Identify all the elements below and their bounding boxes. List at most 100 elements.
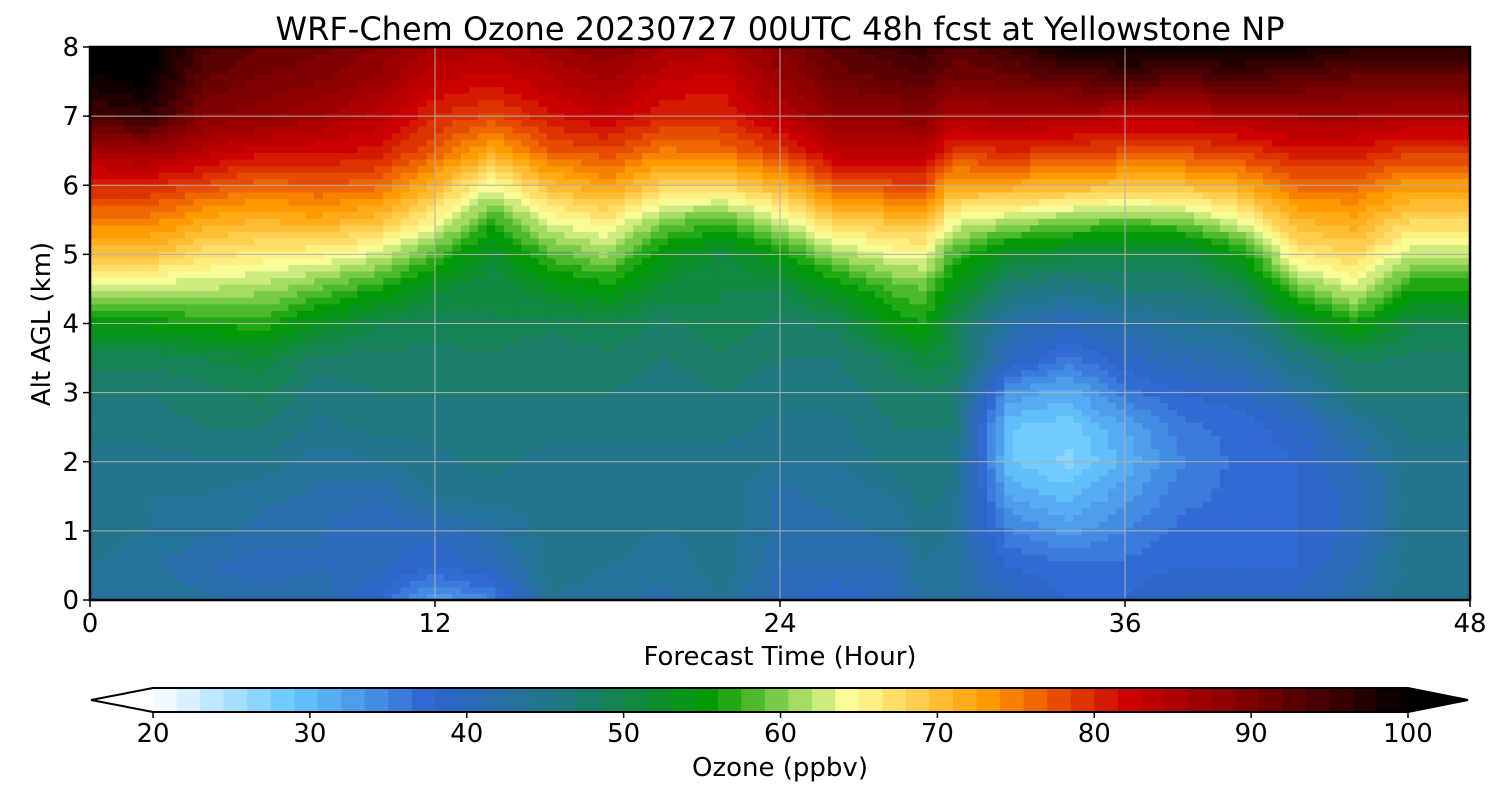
heat-cell xyxy=(443,422,453,430)
heat-cell xyxy=(176,47,186,55)
heat-cell xyxy=(409,501,419,509)
heat-cell xyxy=(159,580,169,588)
heat-cell xyxy=(391,363,402,371)
heat-cell xyxy=(383,501,393,509)
heat-cell xyxy=(115,139,126,147)
heat-cell xyxy=(107,178,117,186)
heat-cell xyxy=(150,178,160,186)
heat-cell xyxy=(348,534,358,542)
heat-cell xyxy=(219,468,229,476)
heat-cell xyxy=(409,66,419,74)
heat-cell xyxy=(228,593,238,600)
heat-cell xyxy=(564,66,574,74)
heat-cell xyxy=(391,540,402,548)
heat-cell xyxy=(383,132,393,140)
heat-cell xyxy=(598,428,609,437)
heat-cell xyxy=(124,435,134,443)
heat-cell xyxy=(107,461,117,469)
heat-cell xyxy=(271,507,281,516)
heat-cell xyxy=(167,224,177,232)
heat-cell xyxy=(314,53,324,61)
heat-cell xyxy=(219,369,229,377)
heat-cell xyxy=(236,547,246,555)
heat-cell xyxy=(176,139,186,147)
heat-cell xyxy=(297,257,307,265)
heat-cell xyxy=(253,165,264,173)
heat-cell xyxy=(435,468,445,476)
heat-cell xyxy=(167,455,177,463)
heat-cell xyxy=(391,586,402,595)
heat-cell xyxy=(478,415,488,423)
heat-cell xyxy=(590,126,600,134)
heat-cell xyxy=(443,66,453,74)
heat-cell xyxy=(400,310,410,318)
heat-cell xyxy=(305,145,315,153)
heat-cell xyxy=(115,428,126,437)
heat-cell xyxy=(521,198,531,206)
heat-cell xyxy=(193,422,203,430)
heat-cell xyxy=(538,534,548,542)
heat-cell xyxy=(150,211,160,219)
heat-cell xyxy=(219,514,229,522)
heat-cell xyxy=(184,415,195,423)
heat-cell xyxy=(495,152,505,160)
heat-cell xyxy=(435,257,445,265)
heat-cell xyxy=(529,224,540,232)
heat-cell xyxy=(348,79,358,88)
heat-cell xyxy=(564,580,574,588)
heat-cell xyxy=(202,270,212,279)
heat-cell xyxy=(590,488,600,496)
heat-cell xyxy=(133,455,143,463)
heat-cell xyxy=(279,409,289,417)
heat-cell xyxy=(141,481,151,489)
heat-cell xyxy=(253,573,264,581)
heat-cell xyxy=(159,205,169,213)
heat-cell xyxy=(581,73,591,81)
heat-cell xyxy=(512,488,522,496)
heat-cell xyxy=(107,382,117,390)
heat-cell xyxy=(590,310,600,318)
heat-cell xyxy=(219,442,229,450)
heat-cell xyxy=(452,205,462,213)
heat-cell xyxy=(288,86,298,94)
heat-cell xyxy=(297,205,307,213)
heat-cell xyxy=(115,126,126,134)
heat-cell xyxy=(547,211,557,219)
heat-cell xyxy=(314,79,324,88)
heat-cell xyxy=(150,323,160,331)
heat-cell xyxy=(141,79,151,88)
heat-cell xyxy=(581,474,591,483)
heat-cell xyxy=(573,231,583,239)
heat-cell xyxy=(107,474,117,483)
heat-cell xyxy=(297,507,307,516)
heat-cell xyxy=(529,343,540,351)
heat-cell xyxy=(573,507,583,516)
heat-cell xyxy=(193,369,203,377)
heat-cell xyxy=(262,284,272,292)
heat-cell xyxy=(331,442,341,450)
heat-cell xyxy=(366,191,376,200)
heat-cell xyxy=(193,593,203,600)
heat-cell xyxy=(219,284,229,292)
heat-cell xyxy=(400,468,410,476)
heat-cell xyxy=(512,93,522,101)
heat-cell xyxy=(279,356,289,364)
heat-cell xyxy=(512,119,522,127)
heat-cell xyxy=(564,53,574,61)
heat-cell xyxy=(288,152,298,160)
heat-cell xyxy=(486,435,496,443)
heat-cell xyxy=(141,139,151,147)
heat-cell xyxy=(253,468,264,476)
heat-cell xyxy=(340,376,350,384)
heat-cell xyxy=(409,73,419,81)
heat-cell xyxy=(469,580,479,588)
heat-cell xyxy=(305,521,315,529)
heat-cell xyxy=(193,244,203,252)
heat-cell xyxy=(383,152,393,160)
heat-cell xyxy=(279,73,289,81)
heat-cell xyxy=(417,139,427,147)
heat-cell xyxy=(219,330,229,338)
heat-cell xyxy=(374,573,384,581)
heat-cell xyxy=(176,402,186,410)
heat-cell xyxy=(486,119,496,127)
